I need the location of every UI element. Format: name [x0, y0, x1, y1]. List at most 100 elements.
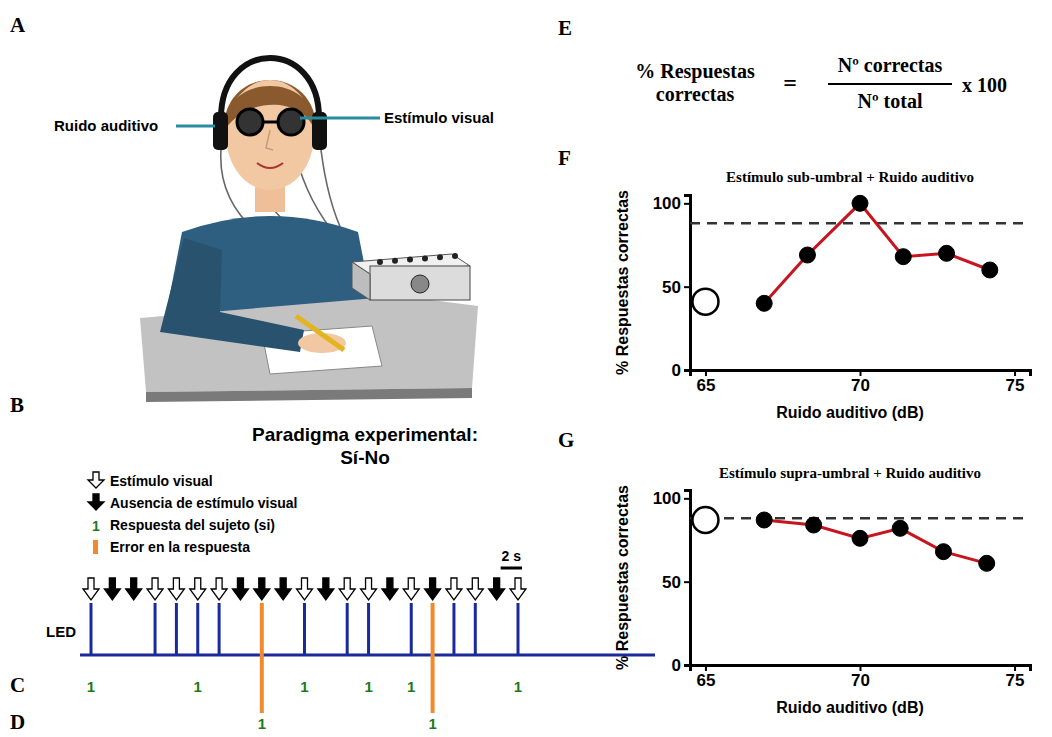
reference-line: [690, 222, 1030, 225]
stimulus-arrow: [168, 578, 184, 600]
response: 1: [364, 678, 372, 695]
error-response: 1: [258, 715, 266, 732]
tick-label: 0: [672, 656, 681, 675]
control-point: [692, 289, 718, 315]
goggle: [237, 109, 263, 135]
led-pulse: [346, 603, 349, 655]
y-axis: 0 50 100: [653, 489, 691, 675]
data-point: [852, 530, 868, 546]
response: 1: [514, 678, 522, 695]
led-pulse: [175, 603, 178, 655]
led-label: LED: [46, 623, 76, 640]
scale-bar: [501, 567, 522, 570]
device-knob: [437, 254, 443, 260]
nose: [266, 130, 273, 150]
legend-label: Estímulo visual: [110, 473, 213, 489]
legend-label: Respuesta del sujeto (si): [110, 517, 275, 533]
plot-area: [690, 195, 1030, 314]
stimulus-arrow: [403, 578, 419, 600]
error-bar: [260, 603, 264, 713]
legend-error-bar: [93, 540, 98, 554]
absence-arrow: [232, 578, 248, 600]
tick-mark: [684, 665, 690, 667]
data-point: [982, 262, 998, 278]
data-point: [939, 245, 955, 261]
tick: 0: [672, 656, 690, 675]
led-pulse: [90, 603, 93, 655]
device-side: [352, 262, 370, 300]
earcup: [213, 112, 228, 150]
headphone-band: [221, 58, 319, 118]
x-axis: 65 70 75: [691, 370, 1031, 395]
absence-arrow: [382, 578, 398, 600]
legend-open-arrow: [88, 472, 104, 488]
y-axis-line: [684, 491, 691, 666]
head: [226, 80, 314, 190]
legend-filled-arrow: [88, 494, 104, 510]
device-knob: [377, 259, 383, 265]
stimulus-arrow: [297, 578, 313, 600]
stimulus-arrow: [190, 578, 206, 600]
device-front: [370, 266, 470, 300]
panel-letter: B: [10, 393, 24, 417]
led-pulse: [517, 603, 520, 655]
data-point: [892, 520, 908, 536]
data-point: [799, 247, 815, 263]
tick-mark: [684, 370, 690, 372]
legend-symbol: 1: [92, 518, 100, 534]
series-line: [764, 203, 990, 303]
y-axis: 050100: [653, 194, 691, 380]
formula: % Respuestascorrectas=Nº correctasNº tot…: [635, 54, 1007, 112]
tick: 50: [662, 278, 690, 297]
absence-arrow: [425, 578, 441, 600]
tick-label: 65: [696, 671, 715, 690]
figure: ABCDEFGRuido auditivoEstímulo visualPara…: [0, 0, 1052, 737]
formula-multiplier: x 100: [962, 74, 1007, 96]
chart: Estímulo supra-umbral + Ruido auditivo65…: [614, 465, 1031, 716]
tick: 100: [653, 489, 690, 508]
tick-mark: [684, 203, 690, 205]
absence-arrow: [489, 578, 505, 600]
tick: 100: [653, 194, 690, 213]
goggle: [278, 109, 304, 135]
response: 1: [87, 678, 95, 695]
response: 1: [300, 678, 308, 695]
formula-numerator: Nº correctas: [838, 54, 943, 76]
tick-mark: [684, 498, 690, 500]
chart: Estímulo sub-umbral + Ruido auditivo6570…: [614, 169, 1031, 421]
tick-label: 100: [653, 489, 681, 508]
paradigm-title: Sí-No: [340, 447, 390, 468]
stimulus-arrow: [467, 578, 483, 600]
legend-label: Error en la respuesta: [110, 539, 250, 555]
error-response: 1: [428, 715, 436, 732]
tick-label: 75: [1006, 376, 1025, 395]
label: Estímulo visual: [384, 109, 494, 126]
led-pulse: [303, 603, 306, 655]
led-pulse: [218, 603, 221, 655]
reference-line: [690, 517, 1030, 520]
led-pulse: [154, 603, 157, 655]
data-point: [756, 512, 772, 528]
stimulus-arrow: [510, 578, 526, 600]
pointer: [300, 117, 380, 120]
stimulus-arrow: [361, 578, 377, 600]
device-knob: [422, 255, 428, 261]
tick: 50: [662, 573, 690, 592]
formula-lhs: correctas: [656, 83, 735, 105]
tick: 65: [696, 370, 715, 395]
arm: [160, 238, 304, 352]
data-point: [935, 544, 951, 560]
stimulus-arrow: [446, 578, 462, 600]
data-point: [852, 195, 868, 211]
formula-denominator: Nº total: [858, 90, 923, 112]
absence-arrow: [318, 578, 334, 600]
pencil: [296, 316, 344, 350]
device-knob: [407, 257, 413, 263]
tick: 70: [851, 370, 870, 395]
tick-label: 50: [662, 278, 681, 297]
label: Ruido auditivo: [54, 117, 158, 134]
scale-bar-label: 2 s: [502, 548, 522, 564]
data-point: [979, 555, 995, 571]
x-axis-title: Ruido auditivo (dB): [776, 404, 924, 421]
tick-label: 75: [1006, 671, 1025, 690]
